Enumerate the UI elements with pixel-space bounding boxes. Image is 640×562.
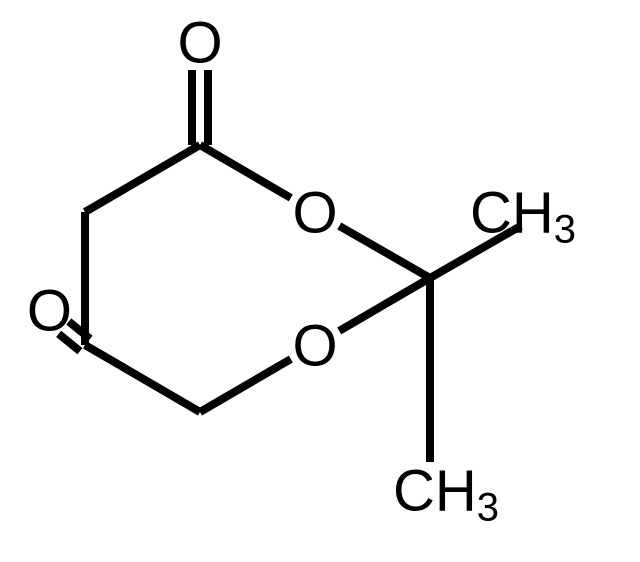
atom-O_ring_upper: O [292, 180, 337, 245]
atom-label: CH3 [393, 458, 499, 529]
atom-O_ring_lower: O [292, 313, 337, 378]
atom-label: CH3 [470, 180, 576, 251]
molecule-diagram: O O O O CH3 CH3 [0, 0, 640, 562]
atom-label: O [177, 10, 222, 75]
atom-label: O [292, 180, 337, 245]
atom-O_left: O [27, 278, 72, 343]
atom-label: O [292, 313, 337, 378]
atom-label: O [27, 278, 72, 343]
atom-CH3_lower: CH3 [393, 458, 499, 529]
atom-CH3_upper: CH3 [470, 180, 576, 251]
atom-O_top: O [177, 10, 222, 75]
